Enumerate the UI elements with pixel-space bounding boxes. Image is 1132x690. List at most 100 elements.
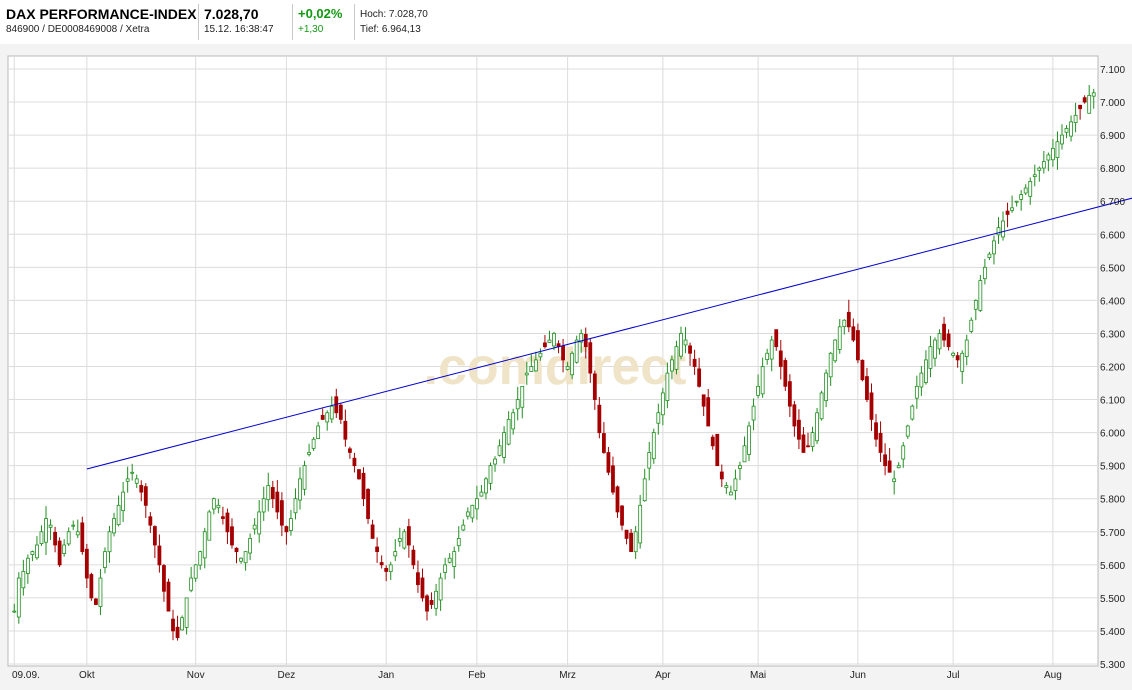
candle-body (234, 547, 239, 553)
candle-body (171, 618, 175, 632)
candle-body (515, 399, 520, 410)
candle-body (157, 545, 162, 566)
candle-body (996, 227, 1001, 236)
candle-body (48, 524, 53, 528)
candle-body (130, 471, 135, 474)
candle-body (828, 352, 833, 378)
candle-body (443, 564, 448, 573)
candle-body (978, 280, 983, 311)
candle-body (733, 478, 738, 492)
candle-body (992, 240, 996, 255)
y-tick-label: 5.400 (1100, 627, 1125, 638)
candle-body (438, 577, 443, 601)
candle-body (1010, 207, 1014, 211)
y-tick-label: 6.400 (1100, 296, 1125, 307)
candle-body (425, 595, 429, 612)
candle-body (66, 531, 71, 545)
candle-body (279, 500, 284, 526)
candle-body (815, 412, 819, 442)
candle-body (21, 571, 26, 589)
candle-body (860, 359, 865, 381)
candle-body (488, 465, 493, 484)
candle-body (1032, 174, 1037, 177)
candle-body (39, 531, 44, 545)
candle-body (797, 419, 801, 440)
candle-body (1046, 154, 1051, 161)
candle-body (275, 491, 280, 513)
candle-body (651, 432, 656, 460)
candle-body (134, 478, 139, 484)
candle-body (783, 360, 788, 387)
candle-body (452, 551, 457, 567)
candle-body (112, 518, 116, 534)
candle-body (960, 352, 965, 372)
grid-lines (8, 56, 1098, 666)
candle-body (198, 551, 203, 566)
candle-body (538, 352, 543, 358)
candle-body (16, 577, 21, 618)
index-identifiers: 846900 / DE0008469008 / Xetra (6, 24, 150, 35)
candle-body (416, 572, 420, 586)
candle-body (810, 432, 815, 447)
candle-body (511, 412, 516, 430)
candle-body (116, 504, 121, 526)
candle-body (1037, 167, 1042, 171)
y-tick-label: 5.600 (1100, 561, 1125, 572)
candle-body (724, 485, 729, 489)
x-tick-label: Mrz (559, 670, 576, 681)
candle-body (375, 546, 380, 553)
candle-body (293, 498, 298, 514)
candle-body (1078, 104, 1083, 110)
candle-body (107, 531, 112, 553)
candle-body (44, 518, 48, 543)
candle-body (851, 326, 856, 341)
candle-body (524, 372, 529, 376)
candle-body (1091, 92, 1096, 97)
candle-body (878, 432, 883, 453)
candle-body (787, 381, 792, 407)
candle-body (284, 526, 289, 533)
candle-body (896, 465, 901, 469)
candle-body (211, 498, 216, 510)
candle-body (620, 505, 624, 526)
candle-body (742, 445, 747, 463)
candle-body (842, 319, 847, 327)
candle-body (270, 487, 275, 500)
candle-body (493, 458, 497, 465)
candles (12, 84, 1096, 641)
candle-body (715, 433, 720, 467)
candle-body (103, 551, 107, 568)
candle-body (298, 478, 302, 501)
candle-body (973, 299, 978, 310)
candle-body (180, 617, 184, 631)
divider (198, 4, 199, 40)
y-tick-label: 5.800 (1100, 495, 1125, 506)
candle-body (202, 531, 207, 559)
candle-body (1069, 121, 1073, 137)
candle-body (728, 491, 733, 496)
x-tick-label: Jul (947, 670, 960, 681)
candle-body (633, 531, 638, 553)
candle-body (89, 574, 94, 599)
candle-body (914, 385, 919, 399)
candle-body (719, 471, 724, 480)
candle-body (611, 465, 615, 493)
candle-body (778, 350, 783, 367)
candle-body (1019, 194, 1024, 200)
candle-body (71, 524, 76, 527)
y-tick-label: 5.900 (1100, 462, 1125, 473)
candle-body (470, 504, 475, 519)
candle-body (320, 414, 325, 420)
candle-body (520, 385, 525, 408)
candle-body (901, 445, 906, 460)
candle-body (570, 352, 575, 376)
candlestick-chart: .comdirect 5.300 5.400 5.500 5.600 5.700 5.80… (0, 44, 1132, 690)
candle-body (833, 339, 838, 362)
candle-body (338, 404, 343, 420)
candle-body (638, 504, 643, 544)
candle-body (964, 339, 969, 357)
day-low: Tief: 6.964,13 (360, 24, 421, 35)
y-tick-label: 6.000 (1100, 429, 1125, 440)
candle-body (98, 577, 103, 607)
candle-body (955, 355, 960, 361)
